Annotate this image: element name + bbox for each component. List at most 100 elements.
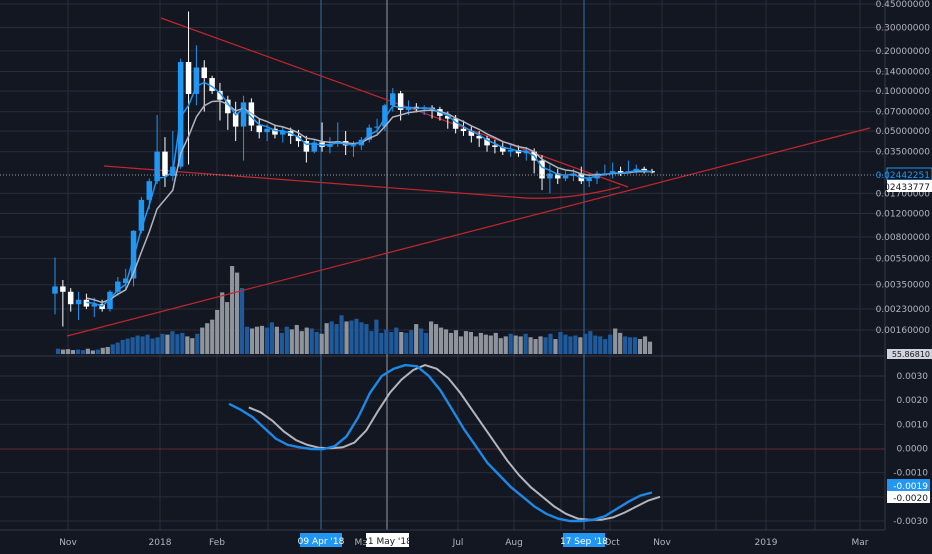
volume-bar bbox=[339, 315, 344, 354]
volume-bar bbox=[379, 332, 384, 354]
volume-bar bbox=[429, 321, 434, 354]
volume-bar bbox=[404, 332, 409, 354]
volume-bar bbox=[523, 333, 528, 354]
volume-bar bbox=[628, 337, 633, 354]
price-axis-label: 0.00230000 bbox=[876, 305, 931, 315]
volume-bar bbox=[150, 338, 155, 354]
time-axis[interactable] bbox=[0, 530, 932, 550]
macd-axis-label: 0.0030 bbox=[897, 372, 929, 382]
volume-bar bbox=[140, 336, 145, 354]
candle-body bbox=[209, 78, 215, 91]
volume-bar bbox=[513, 335, 518, 354]
macd-axis-label: 0.0020 bbox=[897, 396, 929, 406]
candle-body bbox=[225, 99, 231, 114]
volume-bar bbox=[170, 331, 175, 354]
candle-body bbox=[484, 138, 490, 146]
volume-bar bbox=[583, 333, 588, 354]
macd-value-tag: -0.0019 bbox=[887, 479, 930, 492]
macd-axis-label: 0.0010 bbox=[897, 420, 929, 430]
volume-bar bbox=[369, 331, 374, 354]
volume-bar bbox=[125, 338, 130, 354]
volume-bar bbox=[225, 302, 230, 354]
price-axis-label: 0.07000000 bbox=[876, 108, 931, 118]
crosshair-date-tag-sep: 17 Sep '18 bbox=[560, 533, 608, 547]
volume-bar bbox=[145, 334, 150, 354]
volume-tag-text: 55.86810 bbox=[892, 350, 930, 359]
volume-bar bbox=[384, 329, 389, 354]
volume-bar bbox=[488, 335, 493, 354]
price-axis-label: 0.05000000 bbox=[876, 127, 931, 137]
volume-bar bbox=[508, 333, 513, 354]
candle-body bbox=[256, 125, 262, 133]
candle-body bbox=[586, 178, 592, 182]
last-price-text: 0.02442251 bbox=[876, 171, 930, 181]
volume-bar bbox=[483, 334, 488, 354]
candle-body bbox=[162, 151, 168, 176]
volume-bar bbox=[349, 320, 354, 354]
volume-bar bbox=[314, 332, 319, 354]
volume-bar bbox=[299, 331, 304, 354]
volume-bar bbox=[433, 324, 439, 354]
candle-body bbox=[311, 142, 317, 152]
volume-bar bbox=[637, 339, 643, 354]
candle-body bbox=[154, 151, 160, 182]
candle-body bbox=[107, 291, 113, 310]
time-label-aug: Aug bbox=[505, 538, 523, 548]
volume-bar bbox=[498, 338, 503, 354]
trendline-curve[interactable] bbox=[524, 186, 621, 199]
price-axis-label: 0.00800000 bbox=[876, 233, 931, 243]
candle-body bbox=[468, 131, 475, 136]
candle-body bbox=[390, 93, 396, 106]
time-label-feb: Feb bbox=[209, 538, 225, 548]
volume-bar bbox=[598, 336, 603, 354]
candle-body bbox=[460, 128, 467, 132]
volume-bar bbox=[239, 288, 245, 354]
volume-bar bbox=[568, 336, 573, 354]
price-axis[interactable] bbox=[885, 0, 932, 530]
vertical-grid bbox=[67, 0, 861, 530]
volume-bar bbox=[364, 324, 369, 354]
volume-bar bbox=[304, 327, 309, 354]
volume-bar bbox=[244, 326, 250, 354]
macd-value-text: -0.0019 bbox=[893, 482, 928, 492]
time-label-2018: 2018 bbox=[149, 538, 172, 548]
candle-body bbox=[201, 67, 207, 79]
volume-bar bbox=[632, 337, 638, 354]
volume-bar bbox=[548, 333, 553, 354]
moving-average-fast bbox=[86, 81, 653, 308]
volume-bar bbox=[478, 332, 483, 354]
price-axis-label: 0.14000000 bbox=[876, 67, 931, 77]
macd-axis-label: 0.0000 bbox=[897, 445, 929, 455]
volume-bar bbox=[473, 336, 478, 354]
volume-bar bbox=[75, 349, 80, 354]
volume-bar bbox=[563, 334, 568, 354]
volume-bar bbox=[642, 336, 648, 354]
volume-bar bbox=[55, 348, 61, 354]
trendline-ascending[interactable] bbox=[66, 127, 871, 337]
volume-bar bbox=[294, 324, 299, 354]
volume-bar bbox=[165, 334, 170, 354]
volume-bar bbox=[235, 272, 240, 354]
time-label-jul: Jul bbox=[452, 538, 464, 548]
candle-body bbox=[193, 67, 200, 94]
date-tag-sep-text: 17 Sep '18 bbox=[560, 537, 608, 547]
volume-bar bbox=[100, 347, 105, 354]
candle-body bbox=[130, 230, 137, 279]
volume-bar bbox=[438, 327, 444, 354]
candle-body bbox=[240, 102, 247, 127]
volume-bar bbox=[593, 335, 598, 354]
volume-bar bbox=[344, 321, 349, 354]
volume-bar bbox=[623, 336, 628, 354]
candle-body bbox=[67, 291, 74, 305]
macd-horizontal-grid bbox=[0, 375, 885, 522]
volume-tag: 55.86810 bbox=[887, 349, 932, 359]
candle-body bbox=[445, 115, 451, 119]
volume-bar bbox=[468, 332, 473, 354]
date-tag-apr-text: 09 Apr '18 bbox=[298, 537, 345, 547]
candle-body bbox=[382, 105, 388, 127]
signal-value-text: -0.0020 bbox=[893, 494, 928, 504]
volume-bar bbox=[70, 350, 76, 354]
volume-bar bbox=[95, 349, 100, 354]
